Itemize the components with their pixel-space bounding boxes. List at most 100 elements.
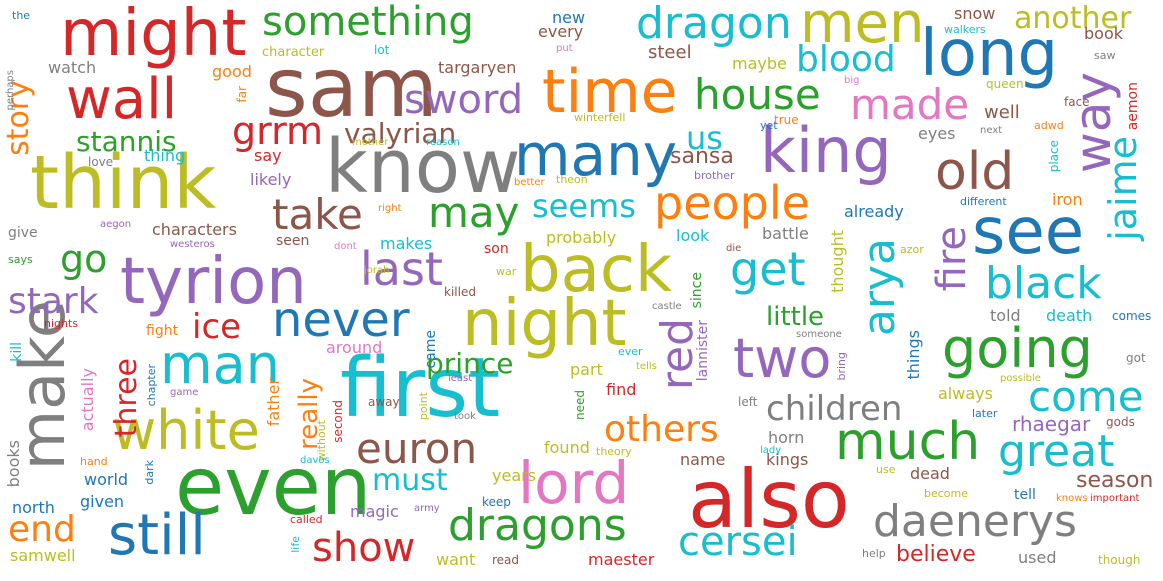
word-makes: makes (380, 234, 433, 253)
word-least: least (448, 373, 473, 384)
word-believe: believe (896, 542, 976, 567)
word-die: die (726, 243, 742, 254)
word-people: people (654, 176, 810, 230)
word-though: though (1098, 553, 1141, 567)
word-lot: lot (374, 43, 390, 57)
word-dragon: dragon (636, 0, 792, 49)
word-the: the (12, 9, 31, 22)
word-fight: fight (146, 323, 179, 339)
word-lord: lord (518, 449, 630, 517)
word-came: came (423, 330, 439, 369)
word-used: used (1018, 548, 1057, 567)
word-read: read (492, 553, 520, 567)
word-north: north (12, 498, 55, 517)
word-good: good (212, 62, 252, 81)
word-true: true (774, 113, 799, 127)
word-left: left (738, 395, 758, 409)
word-hand: hand (80, 455, 108, 468)
word-dragons: dragons (448, 500, 627, 551)
word-give: give (8, 225, 38, 241)
word-perhaps: perhaps (5, 70, 16, 111)
word-well: well (984, 102, 1020, 123)
word-castle: castle (652, 301, 682, 312)
word-far: far (235, 86, 249, 103)
word-think: think (30, 140, 217, 226)
word-kill: kill (9, 342, 25, 362)
word-three: three (109, 358, 144, 438)
word-valyrian: valyrian (344, 117, 457, 150)
word-keep: keep (482, 495, 511, 509)
word-aemon: aemon (1125, 82, 1141, 131)
word-killed: killed (444, 285, 476, 299)
word-character: character (262, 45, 325, 60)
word-probably: probably (546, 228, 617, 247)
word-back: back (520, 233, 673, 307)
word-dead: dead (910, 464, 950, 483)
word-lannister: lannister (695, 320, 711, 382)
word-also: also (688, 453, 850, 546)
word-important: important (1090, 493, 1140, 504)
word-maester: maester (588, 550, 655, 569)
word-others: others (604, 409, 719, 450)
word-characters: characters (152, 220, 237, 239)
word-theory: theory (596, 445, 632, 458)
word-help: help (862, 547, 886, 560)
word-fire: fire (929, 226, 975, 292)
word-adwd: adwd (1034, 119, 1064, 132)
word-old: old (935, 142, 1015, 202)
word-thing: thing (144, 146, 186, 165)
word-even: even (175, 440, 372, 533)
word-dark: dark (143, 460, 156, 485)
word-ice: ice (192, 307, 242, 347)
word-prince: prince (426, 347, 514, 380)
word-game: game (170, 387, 199, 398)
word-found: found (544, 438, 590, 457)
word-years: years (492, 466, 537, 485)
word-battle: battle (762, 224, 809, 243)
word-another: another (1014, 1, 1132, 36)
word-take: take (272, 190, 363, 239)
word-world: world (84, 470, 129, 489)
word-stark: stark (8, 281, 99, 322)
word-someone: someone (796, 329, 842, 340)
word-daenerys: daenerys (873, 496, 1077, 547)
word-want: want (436, 550, 476, 569)
word-seems: seems (532, 187, 636, 225)
word-second: second (331, 400, 345, 443)
word-watch: watch (48, 58, 97, 77)
word-got: got (1126, 351, 1146, 365)
word-book: book (1084, 24, 1123, 43)
word-must: must (372, 463, 448, 498)
word-right: right (378, 203, 402, 214)
word-get: get (730, 242, 806, 296)
word-us: us (686, 119, 723, 157)
word-next: next (980, 125, 1003, 136)
word-sam: sam (265, 41, 438, 136)
word-night: night (462, 287, 627, 361)
word-horn: horn (768, 428, 805, 447)
word-dont: dont (334, 241, 357, 252)
word-cersei: cersei (678, 519, 798, 565)
word-targaryen: targaryen (438, 58, 517, 77)
word-took: took (454, 411, 476, 422)
word-tell: tell (1014, 487, 1036, 503)
word-better: better (514, 177, 545, 188)
word-saw: saw (1094, 49, 1116, 62)
word-sword: sword (404, 77, 524, 123)
word-show: show (312, 525, 416, 571)
word-stannis: stannis (76, 125, 177, 158)
word-seen: seen (276, 233, 310, 249)
word-death: death (1046, 306, 1093, 325)
word-ever: ever (618, 345, 643, 358)
word-maybe: maybe (732, 54, 787, 73)
word-see: see (972, 195, 1085, 269)
word-war: war (496, 265, 517, 278)
word-rhaegar: rhaegar (1012, 412, 1091, 436)
word-king: king (760, 114, 892, 187)
word-use: use (876, 463, 896, 476)
word-last: last (360, 242, 443, 296)
word-long: long (920, 17, 1059, 91)
word-later: later (972, 407, 998, 420)
word-come: come (1028, 372, 1144, 421)
